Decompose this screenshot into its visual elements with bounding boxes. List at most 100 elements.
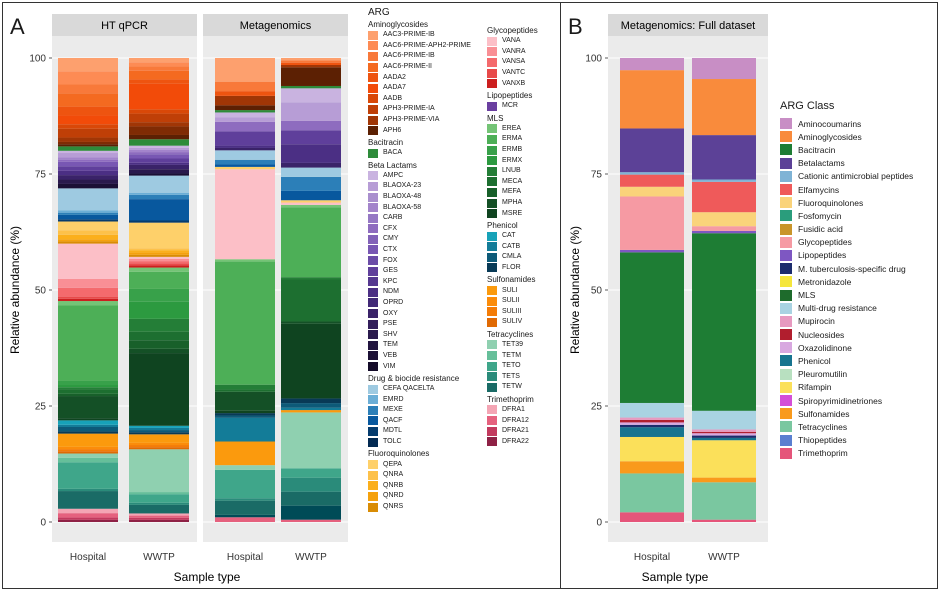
metagenomics-wwtp-segment-2: [281, 62, 341, 65]
legend-label-suliii: SULIII: [502, 307, 522, 315]
legend-item-baca: BACA: [368, 148, 488, 159]
ht-qpcr-hospital-segment-21: [58, 183, 118, 189]
facet-strip-full-dataset: [608, 14, 768, 36]
ht-qpcr-wwtp-segment-31: [129, 254, 189, 257]
legend-group-sulfonamides: Sulfonamides: [487, 275, 536, 285]
legend-class-swatch-aminocoumarins: [780, 118, 792, 130]
ht-qpcr-wwtp-segment-2: [129, 66, 189, 71]
legend-class-swatch-thiopeptides: [780, 434, 792, 446]
ht-qpcr-wwtp-segment-14: [129, 149, 189, 153]
ht-qpcr-wwtp-segment-50: [129, 434, 189, 443]
legend-swatch-lnub: [487, 166, 497, 176]
ht-qpcr-hospital-segment-61: [58, 517, 118, 520]
legend-swatch-dfra21: [487, 426, 497, 436]
ht-qpcr-wwtp-segment-56: [129, 494, 189, 503]
legend-item-vantc: VANTC: [487, 68, 557, 79]
legend-group-beta-lactams: Beta Lactams: [368, 160, 417, 170]
ht-qpcr-hospital-segment-48: [58, 426, 118, 432]
legend-swatch-ges: [368, 266, 378, 276]
ht-qpcr-wwtp-segment-55: [129, 492, 189, 495]
ht-qpcr-wwtp-segment-6: [129, 109, 189, 114]
panel-a-chart: Relative abundance (%) Sample type 0 25 50…: [8, 14, 348, 584]
legend-label-aph3-prime-ia: APH3-PRIME-IA: [383, 105, 435, 113]
full-dataset-hospital-segment-oxazolidinone: [620, 422, 684, 425]
metagenomics-wwtp-segment-13: [281, 176, 341, 191]
metagenomics-hospital-segment-29: [215, 498, 275, 501]
legend-item-cmy: CMY: [368, 234, 488, 245]
legend-item-mefa: MEFA: [487, 187, 557, 198]
ht-qpcr-hospital-segment-40: [58, 385, 118, 388]
facet-metagenomics: Metagenomics Hospital WWTP: [203, 14, 348, 563]
legend-item-cfx: CFX: [368, 224, 488, 235]
full-dataset-hospital-segment-phenicol: [620, 427, 684, 437]
legend-class-item-lipopeptides: Lipopeptides: [780, 249, 913, 262]
legend-class-item-sulfonamides: Sulfonamides: [780, 407, 913, 420]
legend-swatch-tolc: [368, 437, 378, 447]
metagenomics-wwtp-segment-3: [281, 64, 341, 68]
ht-qpcr-wwtp-segment-34: [129, 261, 189, 264]
panel-a-y-tick-50: 50: [35, 286, 47, 297]
full-dataset-hospital-segment-tetracyclines: [620, 473, 684, 513]
legend-label-erma: ERMA: [502, 135, 523, 143]
legend-label-ampc: AMPC: [383, 171, 404, 179]
legend-item-vanra: VANRA: [487, 47, 557, 58]
legend-item-aada7: AADA7: [368, 83, 488, 94]
panel-b-y-tick-50: 50: [591, 286, 603, 297]
ht-qpcr-wwtp-segment-11: [129, 139, 189, 146]
ht-qpcr-wwtp-segment-12: [129, 145, 189, 148]
ht-qpcr-hospital-segment-26: [58, 219, 118, 222]
full-dataset-hospital-segment-rifampin: [620, 436, 684, 462]
legend-swatch-teto: [487, 361, 497, 371]
full-dataset-wwtp-segment-nucleosides: [692, 431, 756, 434]
legend-item-aac6-prime-ib: AAC6-PRIME-IB: [368, 51, 488, 62]
ht-qpcr-hospital-segment-1: [58, 71, 118, 85]
full-dataset-hospital-segment-cationic-antimicrobial-peptides: [620, 172, 684, 175]
legend-class-item-fosfomycin: Fosfomycin: [780, 209, 913, 222]
legend-swatch-blaoxa-23: [368, 181, 378, 191]
full-dataset-hospital-segment-mls: [620, 252, 684, 403]
legend-swatch-vantc: [487, 68, 497, 78]
legend-item-blaoxa-58: BLAOXA-58: [368, 202, 488, 213]
ht-qpcr-wwtp-segment-51: [129, 442, 189, 446]
legend-item-aadb: AADB: [368, 94, 488, 105]
metagenomics-hospital-segment-7: [215, 117, 275, 122]
ht-qpcr-wwtp-segment-9: [129, 126, 189, 135]
legend-class-label-lipopeptides: Lipopeptides: [798, 250, 847, 261]
legend-swatch-qnra: [368, 470, 378, 480]
legend-label-aph3-prime-via: APH3-PRIME-VIA: [383, 116, 440, 124]
legend-label-dfra21: DFRA21: [502, 427, 529, 435]
legend-swatch-qnrd: [368, 491, 378, 501]
legend-item-pse: PSE: [368, 319, 488, 330]
legend-item-mdtl: MDTL: [368, 426, 488, 437]
legend-item-oprd: OPRD: [368, 298, 488, 309]
legend-class-swatch-glycopeptides: [780, 236, 792, 248]
ht-qpcr-hospital-segment-25: [58, 214, 118, 220]
ht-qpcr-hospital-segment-58: [58, 491, 118, 509]
legend-class-label-sulfonamides: Sulfonamides: [798, 408, 850, 419]
ht-qpcr-hospital-segment-8: [58, 137, 118, 142]
ht-qpcr-wwtp-segment-48: [129, 430, 189, 433]
metagenomics-hospital-segment-32: [215, 517, 275, 522]
legend-swatch-vanra: [487, 47, 497, 57]
panel-a-y-tick-0: 0: [40, 518, 46, 529]
legend-label-oprd: OPRD: [383, 298, 404, 306]
metagenomics-wwtp-segment-1: [281, 60, 341, 63]
legend-class-item-thiopeptides: Thiopeptides: [780, 434, 913, 447]
legend-class-label-fusidic-acid: Fusidic acid: [798, 224, 843, 235]
full-dataset-hospital-segment-betalactams: [620, 128, 684, 173]
legend-label-aac6-prime-aph2-prime: AAC6-PRIME-APH2-PRIME: [383, 41, 471, 49]
legend-item-qnrd: QNRD: [368, 491, 488, 502]
legend-swatch-aac6-prime-ii: [368, 62, 378, 72]
metagenomics-wwtp-segment-31: [281, 505, 341, 520]
metagenomics-hospital-segment-21: [215, 391, 275, 411]
full-dataset-wwtp-segment-mls: [692, 233, 756, 411]
full-dataset-hospital-segment-mupirocin: [620, 417, 684, 420]
ht-qpcr-wwtp-segment-15: [129, 152, 189, 155]
legend-item-aac3-prime-ib: AAC3-PRIME-IB: [368, 30, 488, 41]
legend-label-cmla: CMLA: [502, 253, 522, 261]
legend-class-swatch-betalactams: [780, 157, 792, 169]
ht-qpcr-wwtp-segment-5: [129, 83, 189, 110]
legend-group-phenicol: Phenicol: [487, 220, 518, 230]
ht-qpcr-hospital-segment-24: [58, 212, 118, 215]
legend-swatch-dfra12: [487, 416, 497, 426]
